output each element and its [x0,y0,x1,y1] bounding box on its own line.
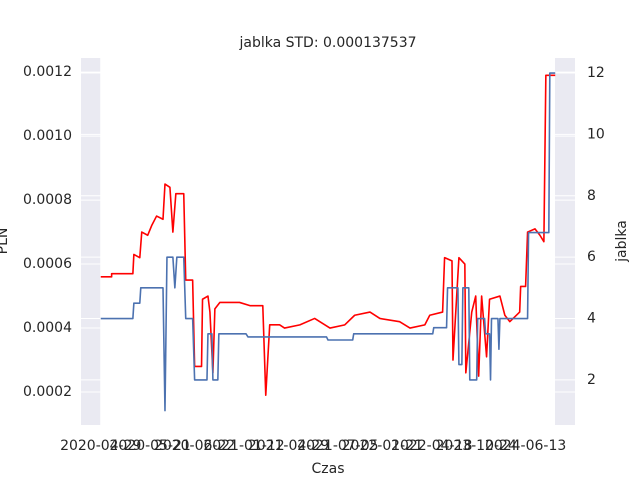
y2-tick-label: 8 [587,188,596,204]
y2-tick-label: 10 [587,126,605,142]
y2-axis-label: jablka [614,220,630,263]
y-tick-label: 0.0010 [23,128,72,144]
x-tick-label: 2022-01-21 [342,438,423,454]
y-tick-label: 0.0006 [23,256,72,272]
y2-tick-label: 12 [587,65,605,81]
y-tick-label: 0.0004 [23,320,72,336]
y-axis-label: PLN [0,228,11,255]
y-tick-label: 0.0012 [23,64,72,80]
x-tick-label: 2021-01-12 [203,438,284,454]
x-tick-label: 2022-04-18 [391,438,472,454]
x-tick-label: 2020-05-21 [109,438,190,454]
x-tick-label: 2024-06-13 [485,438,566,454]
plot-inner [101,58,555,425]
x-tick-label: 2020-06-22 [154,438,235,454]
chart-title: jablka STD: 0.000137537 [238,35,416,51]
x-tick-label: 2021-04-29 [248,438,329,454]
y2-tick-label: 4 [587,311,596,327]
y2-tick-label: 6 [587,249,596,265]
y-tick-label: 0.0008 [23,192,72,208]
x-axis-label: Czas [312,461,345,477]
series-line [100,72,556,412]
y-tick-label: 0.0002 [23,384,72,400]
y2-tick-label: 2 [587,372,596,388]
x-tick-label: 2023-10-24 [436,438,517,454]
x-tick-label: 2021-07-05 [297,438,378,454]
x-tick-label: 2020-04-29 [60,438,141,454]
series-line [100,74,556,397]
